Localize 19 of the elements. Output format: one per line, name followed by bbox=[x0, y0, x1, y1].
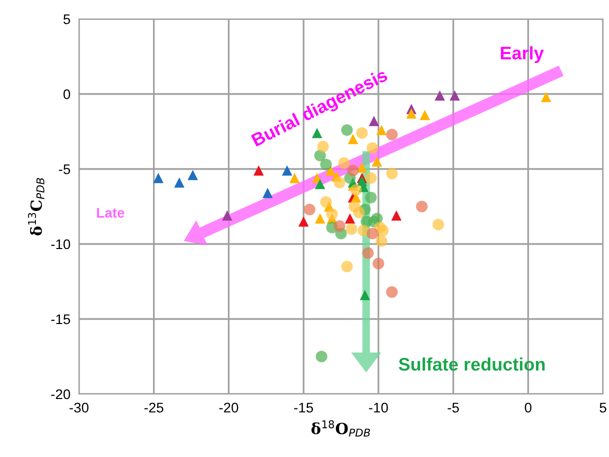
y-tick-label: -20 bbox=[51, 389, 70, 400]
x-tick-label: -30 bbox=[70, 402, 88, 413]
x-tick-label: -10 bbox=[369, 402, 388, 413]
x-tick-label: -25 bbox=[144, 402, 164, 413]
y-tick-label: 0 bbox=[63, 89, 70, 100]
x-tick-label: -20 bbox=[219, 402, 238, 413]
x-tick-label: 0 bbox=[524, 402, 532, 413]
y-tick-label: 5 bbox=[64, 14, 70, 24]
y-tick-label: -15 bbox=[51, 314, 70, 324]
y-axis-title: δ$^{13}$C$_{PDB}$ bbox=[28, 178, 44, 236]
x-tick-label: 5 bbox=[600, 402, 606, 413]
x-axis-title: δ$^{18}$O$_{PDB}$ bbox=[311, 420, 370, 437]
x-tick-label: -5 bbox=[448, 402, 459, 413]
annotation: Early bbox=[500, 46, 544, 64]
annotation: Late bbox=[97, 208, 124, 218]
y-tick-label: -10 bbox=[51, 239, 70, 250]
x-tick-label: -15 bbox=[294, 402, 314, 413]
y-tick-label: -5 bbox=[58, 164, 70, 174]
annotation: Sulfate reduction bbox=[398, 357, 545, 371]
